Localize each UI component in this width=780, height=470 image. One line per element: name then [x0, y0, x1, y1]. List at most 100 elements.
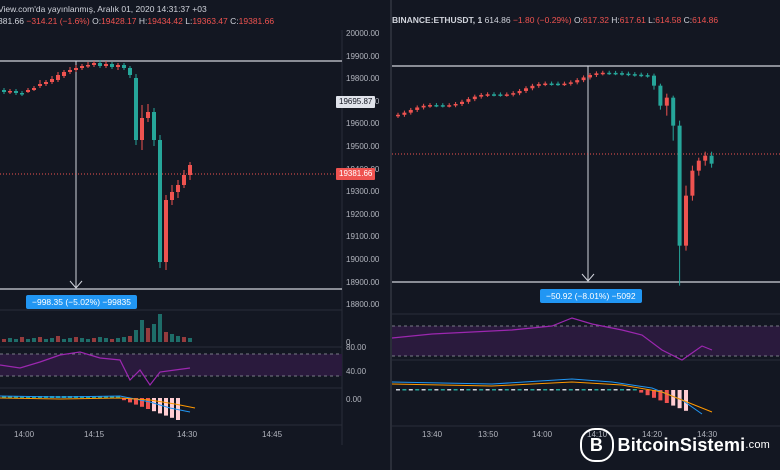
eth-macd-bar — [626, 389, 631, 391]
eth-candle-body — [652, 75, 656, 86]
eth-macd-bar — [498, 389, 503, 391]
eth-candle-body — [530, 85, 535, 89]
eth-l-label: L: — [648, 15, 656, 25]
btc-indicator-tick: 80.00 — [346, 343, 367, 352]
eth-measure-arrowhead — [581, 273, 595, 282]
eth-low: 614.58 — [655, 15, 682, 25]
eth-candle-body — [504, 94, 509, 96]
btc-volume-bar — [62, 339, 66, 342]
btc-candle-body — [170, 192, 174, 200]
btc-candle-body — [26, 90, 30, 92]
eth-macd-bar — [460, 389, 464, 391]
eth-candle-body — [664, 97, 669, 106]
eth-candle-body — [600, 72, 605, 75]
btc-candle-body — [140, 118, 144, 140]
btc-volume-bar — [26, 339, 30, 342]
watermark-text: BitcoinSistemi — [617, 434, 746, 455]
btc-candle-body — [134, 78, 138, 140]
btc-macd-bar — [176, 398, 180, 420]
eth-macd-bar — [511, 389, 516, 391]
chart-pane-eth[interactable]: BINANCE:ETHUSDT, 1 614.86 −1.80 (−0.29%)… — [392, 0, 780, 470]
btc-candle-body — [80, 66, 84, 68]
eth-last: 614.86 — [484, 15, 511, 25]
btc-volume-bar — [182, 337, 186, 342]
eth-macd-bar — [620, 389, 624, 391]
btc-candle-body — [116, 65, 120, 67]
btc-candle-body — [20, 93, 24, 95]
btc-candle-body — [68, 70, 72, 72]
btc-rsi-line — [0, 351, 191, 387]
btc-change: −314.21 (−1.6%) — [26, 16, 90, 26]
btc-price-tick: 20000.00 — [346, 29, 380, 38]
eth-header: BINANCE:ETHUSDT, 1 614.86 −1.80 (−0.29%)… — [392, 0, 780, 30]
eth-candle-body — [562, 83, 567, 86]
btc-macd-bar — [98, 396, 102, 398]
btc-low: 19363.47 — [192, 16, 228, 26]
eth-macd-bar — [632, 389, 637, 391]
eth-candle-body — [511, 93, 516, 95]
eth-candle-body — [568, 82, 573, 84]
eth-macd-bar — [639, 390, 644, 393]
eth-candle-body — [594, 73, 599, 75]
eth-macd-bar — [440, 389, 445, 391]
btc-volume-bar — [128, 336, 132, 342]
eth-candle-body — [549, 83, 554, 86]
btc-volume-bar — [2, 339, 6, 342]
btc-volume-bar — [38, 337, 42, 342]
btc-measure-arrowhead — [69, 280, 83, 289]
eth-candle-body — [498, 94, 503, 96]
eth-macd-bar — [536, 389, 541, 391]
eth-close: 614.86 — [692, 15, 719, 25]
eth-candle-body — [543, 83, 548, 86]
eth-chart-canvas[interactable] — [392, 0, 780, 470]
btc-price-tick: 19300.00 — [346, 187, 380, 197]
eth-macd-bar — [479, 389, 484, 391]
eth-candle-body — [460, 101, 464, 104]
btc-last-price-tag: 19381.66 — [336, 168, 376, 180]
eth-macd-bar — [664, 390, 669, 403]
eth-candle-body — [434, 105, 439, 107]
btc-price-tick: 19500.00 — [346, 142, 380, 151]
eth-candle-body — [639, 74, 644, 77]
eth-high: 617.61 — [619, 15, 646, 25]
eth-macd-bar — [524, 389, 528, 391]
eth-candle-body — [524, 88, 528, 91]
eth-candle-body — [415, 107, 420, 110]
btc-volume-bar — [158, 314, 162, 342]
btc-indicator-tick: 0.00 — [346, 395, 362, 404]
btc-volume-bar — [56, 336, 60, 342]
btc-candle-body — [182, 175, 186, 185]
pane-divider[interactable] — [390, 0, 392, 470]
eth-macd-bar — [556, 389, 560, 391]
eth-macd-bar — [607, 389, 612, 391]
btc-chart-canvas[interactable] — [0, 0, 390, 470]
eth-candle-body — [408, 109, 413, 113]
btc-macd-bar — [116, 396, 120, 398]
eth-macd-bar — [434, 389, 439, 391]
eth-candle-body — [517, 90, 522, 94]
btc-macd-bar — [26, 396, 30, 398]
btc-volume-bar — [122, 337, 126, 342]
btc-volume-bar — [20, 337, 24, 342]
btc-price-tick: 19800.00 — [346, 74, 380, 84]
btc-close: 19381.66 — [238, 16, 275, 26]
eth-time-tick: 13:40 — [422, 430, 443, 439]
btc-volume-bar — [134, 330, 138, 342]
eth-macd-bar — [485, 389, 490, 391]
eth-signal-line — [392, 381, 713, 413]
eth-c-label: C: — [683, 15, 693, 25]
eth-candle-body — [472, 96, 477, 100]
chart-pane-btc[interactable]: View.com'da yayınlanmış, Aralık 01, 2020… — [0, 0, 390, 470]
eth-candle-body — [575, 80, 580, 83]
eth-candle-body — [440, 105, 445, 107]
btc-volume-bar — [80, 338, 84, 342]
eth-macd-bar — [472, 389, 477, 391]
btc-volume-bar — [98, 337, 102, 342]
btc-price-tick: 19900.00 — [346, 51, 380, 61]
btc-measure-label: −998.35 (−5.02%) −99835 — [26, 295, 138, 309]
btc-macd-bar — [8, 396, 12, 398]
btc-time-tick: 14:30 — [177, 430, 198, 439]
btc-macd-bar — [92, 396, 96, 398]
btc-price-tick: 19200.00 — [346, 209, 380, 219]
btc-volume-bar — [152, 324, 156, 342]
